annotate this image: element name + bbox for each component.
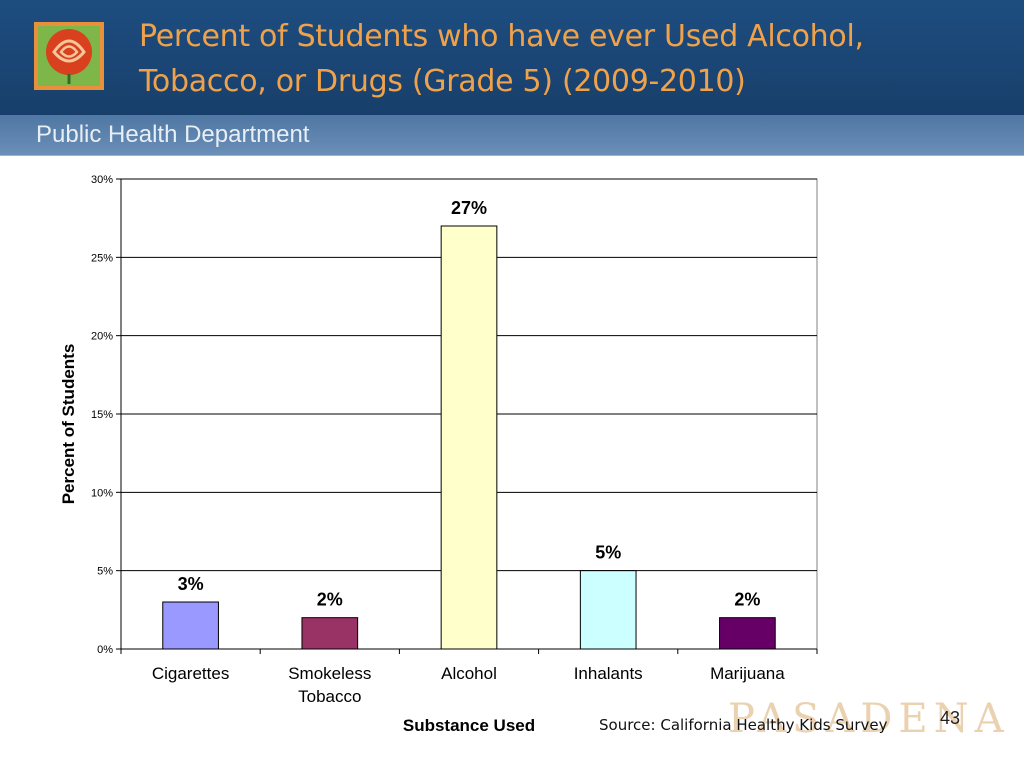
y-tick-label: 20% bbox=[91, 331, 113, 343]
y-tick-label: 15% bbox=[91, 409, 113, 421]
x-tick-label: Alcohol bbox=[441, 664, 497, 683]
data-label: 27% bbox=[451, 198, 487, 218]
bar bbox=[162, 601, 219, 650]
y-tick-label: 30% bbox=[91, 174, 113, 186]
slide-header bbox=[0, 0, 1024, 115]
bar bbox=[301, 617, 359, 650]
slide-title-line-2: Tobacco, or Drugs (Grade 5) (2009-2010) bbox=[139, 64, 746, 99]
data-label: 3% bbox=[178, 574, 204, 594]
y-axis-title: Percent of Students bbox=[59, 344, 78, 505]
data-label: 2% bbox=[317, 590, 343, 610]
bar bbox=[719, 617, 776, 650]
slide-title-line-1: Percent of Students who have ever Used A… bbox=[139, 19, 864, 54]
pasadena-watermark: PASADENA bbox=[728, 696, 1010, 742]
department-banner: Public Health Department bbox=[0, 115, 1024, 156]
x-tick-label: Marijuana bbox=[710, 664, 785, 683]
bar bbox=[579, 570, 637, 650]
x-axis-title: Substance Used bbox=[403, 716, 535, 735]
data-label: 5% bbox=[595, 543, 621, 563]
bar bbox=[440, 225, 498, 650]
data-label: 2% bbox=[734, 590, 760, 610]
y-tick-label: 0% bbox=[97, 644, 113, 656]
x-tick-label: Smokeless bbox=[288, 664, 371, 683]
y-tick-label: 10% bbox=[91, 487, 113, 499]
department-name: Public Health Department bbox=[36, 121, 310, 148]
rose-logo-icon bbox=[34, 22, 104, 90]
y-tick-label: 5% bbox=[97, 566, 113, 578]
source-note: Source: California Healthy Kids Survey bbox=[599, 716, 888, 734]
slide-title: Percent of Students who have ever Used A… bbox=[139, 14, 999, 104]
x-tick-label: Inhalants bbox=[574, 664, 643, 683]
page-number: 43 bbox=[940, 708, 961, 728]
x-tick-label: Cigarettes bbox=[152, 664, 229, 683]
x-tick-label-line-2: Tobacco bbox=[298, 687, 361, 706]
y-tick-label: 25% bbox=[91, 252, 113, 264]
